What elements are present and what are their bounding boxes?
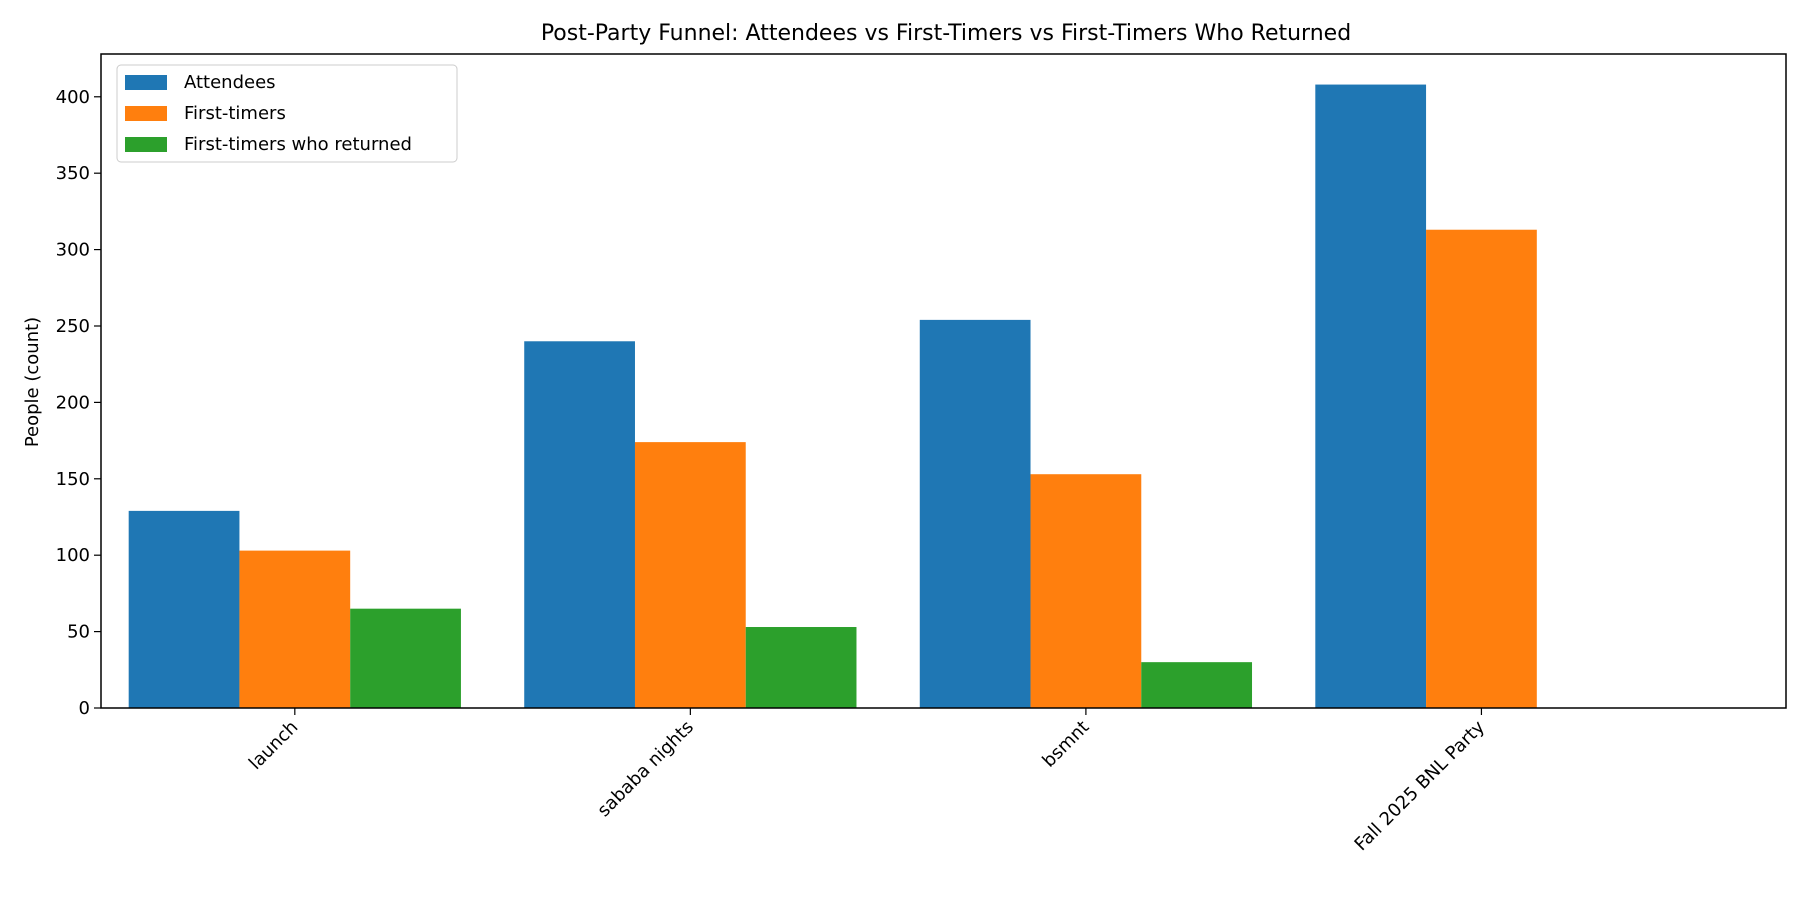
y-tick-label: 350	[56, 163, 90, 184]
bar-first-timers-who-returned-launch	[350, 608, 461, 708]
legend-box	[116, 64, 458, 163]
legend-swatch-first-timers	[125, 106, 167, 121]
bar-attendees-launch	[128, 510, 240, 708]
chart-title: Post-Party Funnel: Attendees vs First-Ti…	[541, 21, 1351, 46]
bar-first-timers-fall-2025-bnl-party	[1426, 229, 1537, 708]
y-tick-label: 250	[56, 316, 90, 337]
y-tick-label: 300	[56, 240, 90, 261]
y-tick-label: 150	[56, 469, 90, 490]
legend-swatch-attendees	[125, 75, 167, 90]
x-axis: launch sababa nights bsmnt Fall 2025 BNL Pa…	[245, 708, 1489, 855]
legend-label-attendees: Attendees	[184, 72, 276, 93]
x-tick-label-bsmnt: bsmnt	[1038, 717, 1093, 772]
y-tick-label: 100	[56, 545, 90, 566]
bar-attendees-sababa-nights	[524, 341, 635, 708]
bar-first-timers-bsmnt	[1030, 474, 1142, 708]
bar-attendees-bsmnt	[919, 319, 1031, 708]
bar-first-timers-launch	[239, 550, 351, 708]
legend-label-first-timers: First-timers	[184, 103, 286, 124]
plot-frame	[100, 53, 1787, 709]
x-tick-label-launch: launch	[245, 717, 302, 774]
bar-first-timers-who-returned-sababa-nights	[745, 627, 857, 708]
x-tick-label-sababa-nights: sababa nights	[593, 717, 697, 821]
bars-group	[128, 84, 1537, 709]
y-tick-label: 400	[56, 87, 90, 108]
legend-label-first-timers-who-returned: First-timers who returned	[184, 134, 412, 155]
legend: Attendees First-timers First-timers who re…	[116, 64, 458, 163]
bar-first-timers-who-returned-bsmnt	[1141, 662, 1253, 708]
bar-attendees-fall-2025-bnl-party	[1315, 84, 1427, 709]
x-tick-label-fall-2025-bnl-party: Fall 2025 BNL Party	[1351, 716, 1490, 855]
y-axis-label: People (count)	[22, 317, 43, 447]
y-tick-label: 50	[67, 622, 90, 643]
y-axis: 0 50 100 150 200 250 300 350 400	[56, 87, 101, 719]
legend-swatch-first-timers-who-returned	[125, 137, 167, 152]
y-tick-label: 0	[79, 698, 90, 719]
y-tick-label: 200	[56, 392, 90, 413]
bar-first-timers-sababa-nights	[634, 442, 746, 708]
